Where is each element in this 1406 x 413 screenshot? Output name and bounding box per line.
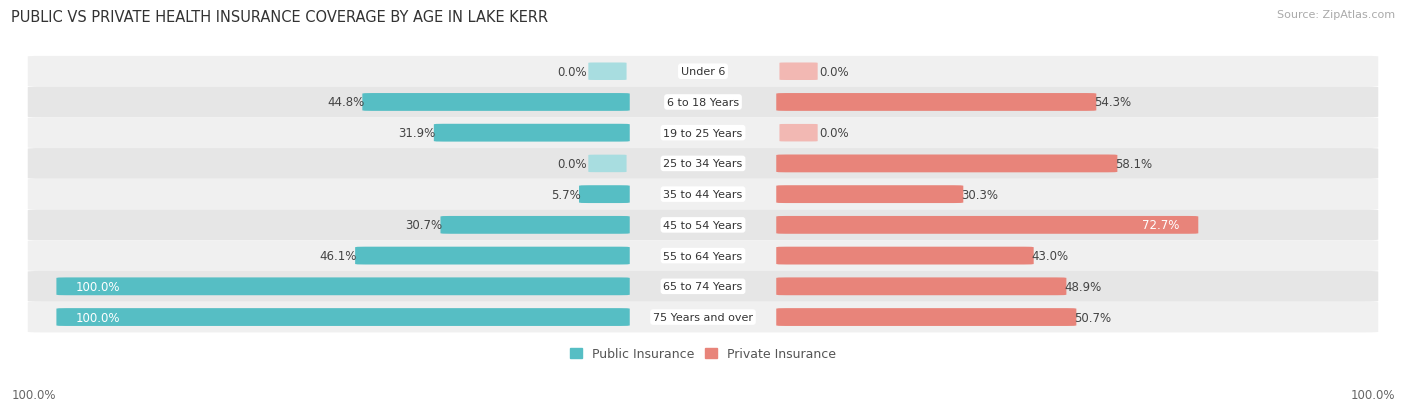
FancyBboxPatch shape [776, 94, 1097, 112]
Text: 65 to 74 Years: 65 to 74 Years [664, 282, 742, 292]
Text: 30.7%: 30.7% [405, 219, 443, 232]
FancyBboxPatch shape [28, 302, 1378, 332]
FancyBboxPatch shape [28, 210, 1378, 241]
Text: 100.0%: 100.0% [76, 280, 120, 293]
FancyBboxPatch shape [28, 179, 1378, 210]
FancyBboxPatch shape [28, 118, 1378, 149]
Text: 45 to 54 Years: 45 to 54 Years [664, 220, 742, 230]
Text: 43.0%: 43.0% [1032, 249, 1069, 262]
Text: Source: ZipAtlas.com: Source: ZipAtlas.com [1277, 10, 1395, 20]
FancyBboxPatch shape [776, 309, 1077, 326]
FancyBboxPatch shape [588, 63, 627, 81]
FancyBboxPatch shape [434, 124, 630, 142]
Text: 55 to 64 Years: 55 to 64 Years [664, 251, 742, 261]
FancyBboxPatch shape [56, 309, 630, 326]
Legend: Public Insurance, Private Insurance: Public Insurance, Private Insurance [565, 342, 841, 365]
FancyBboxPatch shape [28, 57, 1378, 88]
FancyBboxPatch shape [779, 125, 818, 142]
Text: Under 6: Under 6 [681, 67, 725, 77]
Text: 0.0%: 0.0% [557, 66, 588, 78]
FancyBboxPatch shape [28, 241, 1378, 271]
Text: 54.3%: 54.3% [1094, 96, 1132, 109]
Text: 35 to 44 Years: 35 to 44 Years [664, 190, 742, 199]
FancyBboxPatch shape [776, 278, 1066, 296]
Text: 48.9%: 48.9% [1064, 280, 1102, 293]
FancyBboxPatch shape [28, 88, 1378, 118]
FancyBboxPatch shape [363, 94, 630, 112]
Text: 5.7%: 5.7% [551, 188, 581, 201]
FancyBboxPatch shape [28, 149, 1378, 179]
Text: 72.7%: 72.7% [1142, 219, 1180, 232]
Text: 30.3%: 30.3% [962, 188, 998, 201]
Text: 44.8%: 44.8% [328, 96, 364, 109]
FancyBboxPatch shape [588, 155, 627, 173]
Text: PUBLIC VS PRIVATE HEALTH INSURANCE COVERAGE BY AGE IN LAKE KERR: PUBLIC VS PRIVATE HEALTH INSURANCE COVER… [11, 10, 548, 25]
Text: 19 to 25 Years: 19 to 25 Years [664, 128, 742, 138]
Text: 0.0%: 0.0% [818, 127, 849, 140]
Text: 46.1%: 46.1% [319, 249, 357, 262]
FancyBboxPatch shape [56, 278, 630, 296]
FancyBboxPatch shape [440, 216, 630, 234]
Text: 6 to 18 Years: 6 to 18 Years [666, 98, 740, 108]
FancyBboxPatch shape [356, 247, 630, 265]
Text: 58.1%: 58.1% [1115, 157, 1153, 171]
Text: 100.0%: 100.0% [1350, 388, 1395, 401]
FancyBboxPatch shape [779, 63, 818, 81]
Text: 100.0%: 100.0% [11, 388, 56, 401]
Text: 31.9%: 31.9% [398, 127, 436, 140]
Text: 50.7%: 50.7% [1074, 311, 1112, 324]
Text: 100.0%: 100.0% [76, 311, 120, 324]
FancyBboxPatch shape [776, 247, 1033, 265]
Text: 0.0%: 0.0% [818, 66, 849, 78]
FancyBboxPatch shape [776, 216, 1198, 234]
Text: 25 to 34 Years: 25 to 34 Years [664, 159, 742, 169]
FancyBboxPatch shape [776, 155, 1118, 173]
FancyBboxPatch shape [776, 186, 963, 204]
Text: 0.0%: 0.0% [557, 157, 588, 171]
Text: 75 Years and over: 75 Years and over [652, 312, 754, 322]
FancyBboxPatch shape [579, 186, 630, 204]
FancyBboxPatch shape [28, 271, 1378, 302]
